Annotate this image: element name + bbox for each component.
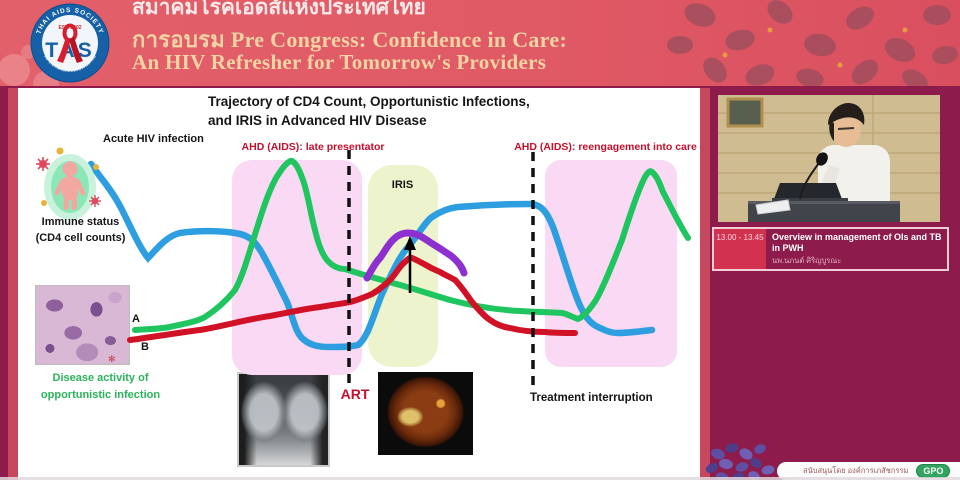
podium	[748, 183, 900, 222]
presenter-video	[718, 95, 940, 222]
disease-activity-label: Disease activity of opportunistic infect…	[40, 372, 161, 401]
virus-decoration-icon	[667, 0, 958, 86]
chest-xray-image	[237, 372, 330, 467]
treatment-interruption-label: Treatment interruption	[530, 392, 653, 404]
curve-b-label: B	[141, 341, 149, 353]
wall-picture-frame	[726, 97, 764, 128]
sponsor-bar: สนับสนุนโดย องค์การเภสัชกรรม GPO	[777, 462, 960, 480]
art-label: ART	[340, 386, 370, 402]
podium-name-card	[755, 199, 791, 215]
iris-bump-curve	[363, 229, 468, 282]
slide-title-line2: and IRIS in Advanced HIV Disease	[208, 113, 427, 128]
header-title-line2: An HIV Refresher for Tomorrow's Provider…	[132, 50, 547, 74]
virus-dot-icon: ✻	[108, 354, 116, 364]
logo-est: EST. 2002	[58, 25, 81, 31]
virus-particle-icon	[36, 157, 101, 207]
cd4-count-curve	[87, 160, 656, 351]
gpo-logo: GPO	[916, 464, 951, 478]
session-info: Overview in management of OIs and TB in …	[766, 229, 947, 269]
presentation-slide: Trajectory of CD4 Count, Opportunistic I…	[8, 88, 710, 480]
ahd-reengagement-label: AHD (AIDS): reengagement into care	[514, 141, 697, 153]
microphone-icon	[799, 152, 828, 200]
sponsor-text: สนับสนุนโดย องค์การเภสัชกรรม	[803, 466, 909, 475]
tas-society-logo: THAI AIDS SOCIETY สมาคมโรคเอดส์แห่งประเท…	[30, 3, 110, 83]
histology-image	[35, 285, 130, 365]
trajectory-diagram	[87, 150, 691, 388]
header-org-thai: สมาคมโรคเอดส์แห่งประเทศไทย	[132, 0, 426, 19]
immune-status-label: Immune status (CD4 cell counts)	[35, 216, 126, 244]
slide-right-border	[700, 88, 710, 480]
header-banner: THAI AIDS SOCIETY สมาคมโรคเอดส์แห่งประเท…	[0, 0, 960, 86]
session-schedule-card: 13.00 - 13.45 Overview in management of …	[712, 227, 949, 271]
session-time: 13.00 - 13.45	[714, 229, 766, 269]
inflammation-curve	[127, 254, 578, 343]
acute-hiv-label: Acute HIV infection	[103, 133, 204, 145]
session-title: Overview in management of OIs and TB in …	[772, 232, 942, 253]
slide-title-line1: Trajectory of CD4 Count, Opportunistic I…	[208, 94, 530, 109]
iris-arrow-icon	[404, 236, 416, 293]
session-speaker: นพ.นภนต์ ศิริญบูรณะ	[772, 256, 842, 265]
header-title-line1: การอบรม Pre Congress: Confidence in Care…	[132, 27, 568, 52]
opportunistic-infection-curve	[132, 157, 691, 333]
iris-label: IRIS	[391, 179, 414, 191]
slide-title: Trajectory of CD4 Count, Opportunistic I…	[208, 92, 530, 130]
player-bottom-strip	[0, 477, 960, 480]
ahd-late-label: AHD (AIDS): late presentator	[241, 141, 385, 153]
infected-person-icon	[36, 147, 101, 220]
retina-fundus-image	[378, 372, 473, 455]
curve-a-label: A	[132, 313, 140, 325]
red-ribbon-icon	[57, 23, 83, 63]
slide-left-border	[8, 88, 18, 480]
